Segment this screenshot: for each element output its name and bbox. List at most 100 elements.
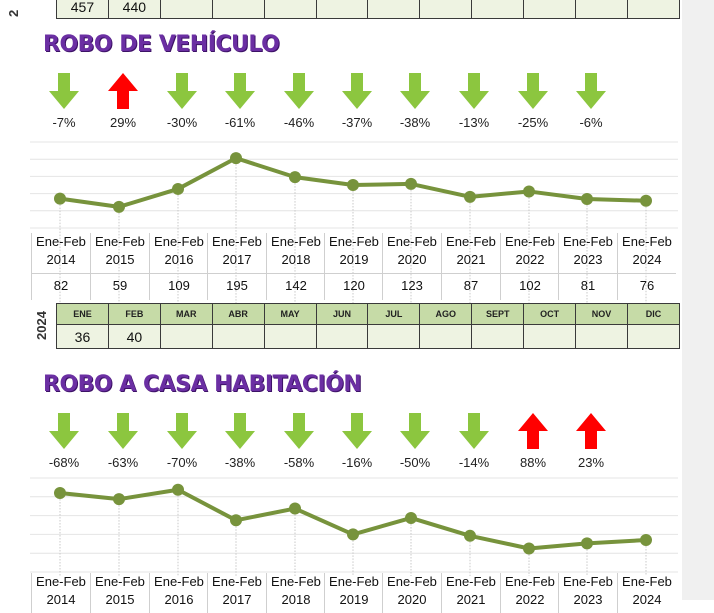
period-label: Ene-Feb 2024 bbox=[616, 573, 677, 613]
period-prefix: Ene-Feb bbox=[95, 574, 145, 589]
period-year: 2021 bbox=[456, 252, 486, 267]
period-label: Ene-Feb 2022 bbox=[499, 573, 560, 613]
period-prefix: Ene-Feb bbox=[622, 574, 672, 589]
down-arrow-icon bbox=[49, 73, 79, 109]
up-arrow-icon bbox=[576, 413, 606, 449]
down-arrow-icon bbox=[400, 413, 430, 449]
period-prefix: Ene-Feb bbox=[95, 234, 145, 249]
period-count: 102 bbox=[499, 273, 560, 300]
period-label: Ene-Feb 2015 bbox=[89, 233, 150, 273]
period-prefix: Ene-Feb bbox=[36, 574, 86, 589]
period-count: 123 bbox=[381, 273, 442, 300]
period-prefix: Ene-Feb bbox=[329, 234, 379, 249]
period-year: 2014 bbox=[46, 252, 76, 267]
up-arrow-icon bbox=[518, 413, 548, 449]
month-header-9: OCT bbox=[523, 303, 577, 325]
period-year: 2018 bbox=[281, 252, 311, 267]
month-value-7 bbox=[419, 324, 473, 349]
top-month-table: 457 440 bbox=[56, 0, 681, 19]
change-percent: -13% bbox=[458, 115, 490, 130]
period-prefix: Ene-Feb bbox=[446, 574, 496, 589]
top-month-value-4 bbox=[263, 0, 317, 19]
data-point-2017 bbox=[230, 514, 242, 527]
down-arrow-icon bbox=[225, 413, 255, 449]
data-point-2020 bbox=[405, 177, 417, 190]
change-percent: -7% bbox=[52, 115, 76, 130]
data-point-2014 bbox=[54, 192, 66, 205]
period-label: Ene-Feb 2015 bbox=[89, 573, 150, 613]
period-year: 2023 bbox=[573, 592, 603, 607]
period-label: Ene-Feb 2018 bbox=[265, 233, 326, 273]
month-value-4 bbox=[263, 324, 317, 349]
data-point-2014 bbox=[54, 487, 66, 500]
period-label: Ene-Feb 2023 bbox=[557, 233, 618, 273]
month-value-1: 40 bbox=[107, 324, 161, 349]
period-count: 87 bbox=[440, 273, 501, 300]
period-prefix: Ene-Feb bbox=[446, 234, 496, 249]
period-count: 81 bbox=[557, 273, 618, 300]
period-label: Ene-Feb 2021 bbox=[440, 233, 501, 273]
month-value-9 bbox=[523, 324, 577, 349]
period-prefix: Ene-Feb bbox=[329, 574, 379, 589]
down-arrow-icon bbox=[225, 73, 255, 109]
period-year: 2018 bbox=[281, 592, 311, 607]
data-point-2023 bbox=[581, 192, 593, 205]
period-count: 82 bbox=[30, 273, 91, 300]
period-label: Ene-Feb 2019 bbox=[323, 573, 384, 613]
period-prefix: Ene-Feb bbox=[212, 574, 262, 589]
period-year: 2020 bbox=[397, 252, 427, 267]
period-year: 2024 bbox=[632, 252, 662, 267]
month-value-2 bbox=[159, 324, 213, 349]
top-month-value-0: 457 bbox=[56, 0, 109, 19]
period-year: 2016 bbox=[164, 592, 194, 607]
month-header-4: MAY bbox=[263, 303, 317, 325]
period-year: 2014 bbox=[46, 592, 76, 607]
period-label: Ene-Feb 2022 bbox=[499, 233, 560, 273]
period-year: 2023 bbox=[573, 252, 603, 267]
data-point-2015 bbox=[113, 493, 125, 506]
data-point-2017 bbox=[230, 152, 242, 165]
period-year: 2022 bbox=[515, 252, 545, 267]
section-title-robo-vehiculo: ROBO DE VEHÍCULO bbox=[43, 32, 280, 57]
period-prefix: Ene-Feb bbox=[563, 234, 613, 249]
data-point-2016 bbox=[172, 483, 184, 496]
month-value-10 bbox=[575, 324, 628, 349]
top-month-value-10 bbox=[575, 0, 628, 19]
data-point-2019 bbox=[347, 179, 359, 191]
data-point-2022 bbox=[523, 185, 535, 198]
data-point-2022 bbox=[523, 542, 535, 555]
period-prefix: Ene-Feb bbox=[387, 574, 437, 589]
period-year: 2021 bbox=[456, 592, 486, 607]
month-header-3: ABR bbox=[211, 303, 265, 325]
month-header-5: JUN bbox=[315, 303, 369, 325]
period-year: 2017 bbox=[222, 252, 252, 267]
top-month-value-7 bbox=[419, 0, 473, 19]
section-year-label: 2024 bbox=[34, 311, 49, 340]
month-value-8 bbox=[471, 324, 525, 349]
period-prefix: Ene-Feb bbox=[622, 234, 672, 249]
data-point-2021 bbox=[464, 529, 476, 542]
data-point-2016 bbox=[172, 182, 184, 195]
period-year: 2015 bbox=[105, 592, 135, 607]
period-prefix: Ene-Feb bbox=[212, 234, 262, 249]
top-month-value-8 bbox=[471, 0, 525, 19]
change-percent: -63% bbox=[107, 455, 139, 470]
down-arrow-icon bbox=[459, 413, 489, 449]
period-year: 2016 bbox=[164, 252, 194, 267]
data-point-2023 bbox=[581, 537, 593, 550]
month-value-5 bbox=[315, 324, 369, 349]
down-arrow-icon bbox=[167, 73, 197, 109]
period-year: 2017 bbox=[222, 592, 252, 607]
period-count: 59 bbox=[89, 273, 150, 300]
top-month-value-6 bbox=[367, 0, 421, 19]
month-header-10: NOV bbox=[575, 303, 628, 325]
period-label: Ene-Feb 2014 bbox=[30, 573, 91, 613]
period-label: Ene-Feb 2017 bbox=[206, 233, 267, 273]
down-arrow-icon bbox=[459, 73, 489, 109]
change-percent: 23% bbox=[577, 455, 605, 470]
month-header-0: ENE bbox=[56, 303, 109, 325]
month-header-11: DIC bbox=[626, 303, 681, 325]
month-header-8: SEPT bbox=[471, 303, 525, 325]
change-percent: -25% bbox=[517, 115, 549, 130]
data-point-2021 bbox=[464, 190, 476, 203]
